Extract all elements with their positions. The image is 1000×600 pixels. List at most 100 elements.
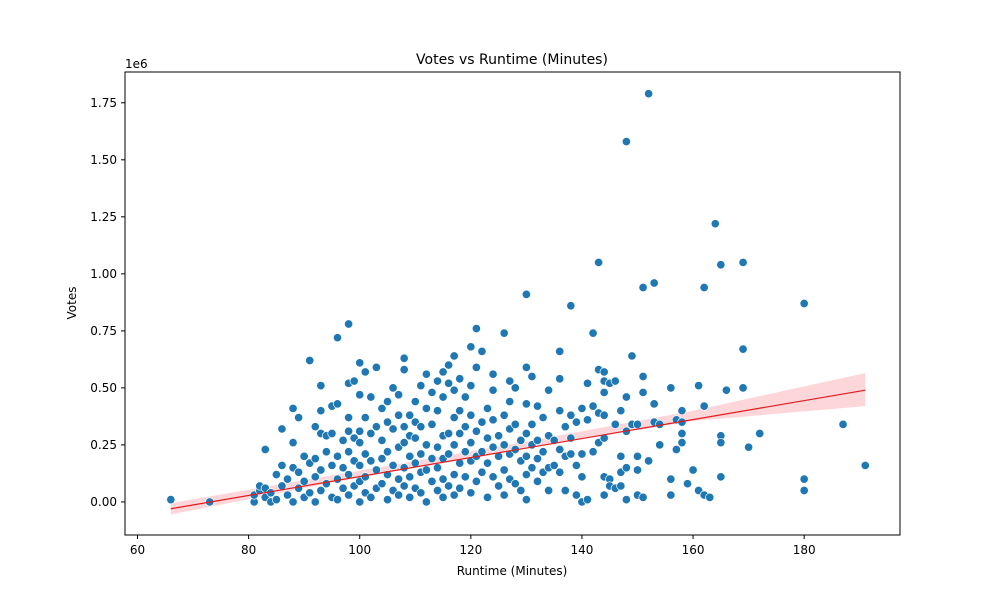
data-point: [371, 422, 381, 432]
data-point: [555, 444, 565, 455]
data-point: [410, 397, 420, 407]
data-point: [632, 451, 643, 461]
data-point: [399, 463, 409, 473]
data-point: [466, 381, 476, 391]
y-axis-ticks: 0.00 0.25 0.50 0.75 1.00 1.25 1.50 1.75: [90, 96, 125, 509]
data-point: [627, 351, 637, 361]
y-tick-label: 1.25: [90, 210, 117, 224]
data-point: [432, 442, 443, 452]
data-point: [799, 474, 809, 484]
data-point: [638, 371, 648, 382]
data-point: [538, 447, 548, 457]
data-point: [582, 415, 593, 425]
data-point: [377, 479, 387, 489]
data-point: [344, 412, 354, 423]
data-point: [377, 454, 387, 464]
data-point: [360, 449, 370, 459]
data-point: [499, 440, 509, 450]
data-point: [338, 483, 348, 493]
data-point: [477, 417, 487, 427]
data-point: [466, 342, 476, 352]
data-point: [532, 435, 543, 445]
data-point: [455, 483, 465, 493]
y-tick-label: 0.25: [90, 438, 117, 452]
data-point: [449, 385, 459, 395]
data-point: [321, 479, 331, 489]
data-point: [332, 399, 343, 409]
data-point: [416, 488, 426, 498]
data-point: [521, 470, 531, 480]
data-point: [738, 383, 748, 393]
data-point: [527, 419, 537, 429]
data-point: [394, 410, 404, 420]
data-point: [294, 483, 304, 493]
data-point: [421, 440, 431, 450]
y-axis-label: Votes: [65, 287, 79, 320]
data-point: [471, 324, 481, 334]
y-offset-label: 1e6: [125, 57, 148, 71]
data-point: [560, 485, 570, 496]
data-point: [555, 374, 565, 384]
y-tick-label: 1.75: [90, 96, 117, 110]
data-point: [488, 442, 498, 452]
regression-line: [170, 389, 866, 510]
data-point: [427, 387, 437, 398]
data-point: [299, 476, 309, 486]
data-point: [616, 406, 626, 416]
data-point: [649, 278, 659, 288]
data-point: [838, 419, 848, 429]
data-point: [444, 481, 454, 491]
data-point: [721, 385, 731, 395]
data-point: [482, 433, 493, 443]
y-tick-label: 1.00: [90, 267, 117, 281]
data-point: [416, 449, 426, 459]
data-point: [599, 433, 609, 443]
data-point: [460, 472, 470, 482]
data-point: [327, 460, 337, 470]
data-point: [477, 346, 487, 356]
data-point: [488, 472, 498, 482]
data-point: [521, 495, 531, 505]
data-point: [599, 387, 609, 398]
data-point: [716, 260, 726, 270]
data-point: [516, 435, 526, 445]
data-point: [544, 385, 554, 395]
data-point: [532, 401, 543, 411]
data-point: [488, 369, 498, 379]
data-point: [282, 490, 293, 500]
data-point: [310, 422, 320, 432]
data-point: [288, 403, 298, 413]
data-point: [649, 399, 659, 409]
data-point: [344, 490, 354, 500]
data-point: [460, 447, 470, 457]
data-point: [566, 449, 576, 459]
data-point: [355, 358, 365, 368]
data-point: [755, 428, 765, 439]
data-point: [594, 257, 604, 267]
data-point: [521, 362, 531, 372]
data-point: [505, 376, 515, 386]
data-point: [532, 476, 543, 486]
data-point: [677, 438, 687, 448]
data-point: [482, 458, 493, 468]
data-point: [294, 467, 304, 477]
data-point: [344, 426, 354, 436]
data-point: [621, 495, 631, 505]
data-point: [499, 410, 509, 420]
data-point: [466, 438, 476, 448]
x-axis-label: Runtime (Minutes): [457, 564, 568, 578]
data-point: [277, 424, 287, 434]
data-point: [460, 392, 470, 402]
data-point: [432, 485, 443, 496]
data-point: [382, 397, 393, 407]
data-point: [466, 488, 476, 498]
data-point: [699, 401, 709, 411]
y-tick-label: 1.50: [90, 153, 117, 167]
data-point: [416, 422, 426, 432]
x-tick-label: 120: [459, 543, 482, 557]
data-point: [455, 428, 465, 439]
data-point: [494, 451, 504, 461]
data-point: [355, 426, 365, 436]
data-point: [421, 369, 431, 379]
